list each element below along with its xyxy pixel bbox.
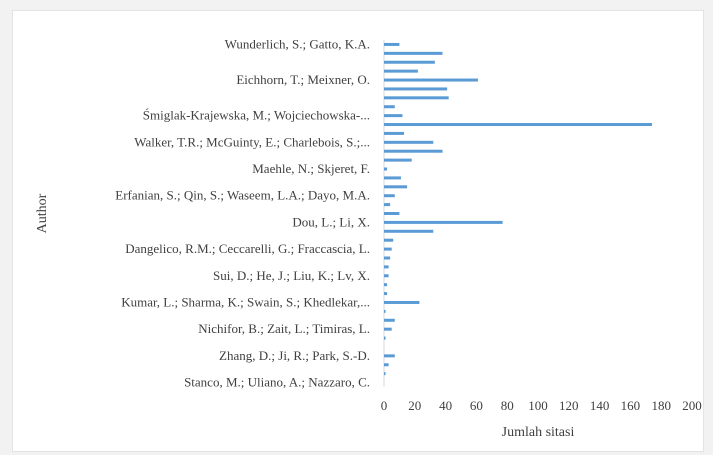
category-label: Walker, T.R.; McGuinty, E.; Charlebois, … xyxy=(134,134,370,149)
bar xyxy=(384,336,386,340)
category-label: Nichifor, B.; Zait, L.; Timiras, L. xyxy=(198,321,370,336)
bar xyxy=(384,300,420,304)
x-tick-label: 160 xyxy=(621,398,641,413)
bar xyxy=(384,238,394,242)
bar xyxy=(384,292,388,296)
x-tick-label: 140 xyxy=(590,398,610,413)
bar xyxy=(384,274,389,278)
x-tick-label: 100 xyxy=(528,398,548,413)
bar xyxy=(384,220,503,224)
bar xyxy=(384,203,391,207)
bar xyxy=(384,309,386,313)
x-tick-label: 200 xyxy=(682,398,702,413)
bar xyxy=(384,60,435,64)
bar xyxy=(384,96,449,100)
x-axis-title: Jumlah sitasi xyxy=(502,425,575,440)
bar xyxy=(384,283,388,287)
category-label: Zhang, D.; Ji, R.; Park, S.-D. xyxy=(219,348,370,363)
bar xyxy=(384,318,395,322)
x-tick-label: 120 xyxy=(559,398,579,413)
bar xyxy=(384,327,392,331)
bar xyxy=(384,69,418,73)
bar xyxy=(384,105,395,109)
category-label: Maehle, N.; Skjeret, F. xyxy=(252,161,370,176)
x-tick-label: 20 xyxy=(408,398,421,413)
bar xyxy=(384,140,434,144)
category-label: Sui, D.; He, J.; Liu, K.; Lv, X. xyxy=(213,268,370,283)
chart-frame xyxy=(12,10,704,452)
category-label: Erfanian, S.; Qin, S.; Waseem, L.A.; Day… xyxy=(115,188,370,203)
bar xyxy=(384,123,652,127)
category-label: Kumar, L.; Sharma, K.; Swain, S.; Khedle… xyxy=(121,294,370,309)
x-tick-label: 0 xyxy=(381,398,388,413)
bar xyxy=(384,167,388,171)
bar xyxy=(384,114,403,118)
bar xyxy=(384,149,443,153)
bar xyxy=(384,42,400,46)
category-label: Dou, L.; Li, X. xyxy=(292,214,370,229)
bar xyxy=(384,212,400,215)
category-label: Eichhorn, T.; Meixner, O. xyxy=(236,72,370,87)
bar xyxy=(384,185,408,189)
bar xyxy=(384,51,443,55)
bar xyxy=(384,256,391,260)
bar xyxy=(384,158,412,162)
x-tick-label: 40 xyxy=(439,398,452,413)
bar xyxy=(384,87,448,91)
category-label: Dangelico, R.M.; Ceccarelli, G.; Fraccas… xyxy=(125,241,370,256)
bar xyxy=(384,265,389,269)
x-tick-label: 60 xyxy=(470,398,483,413)
category-label: Wunderlich, S.; Gatto, K.A. xyxy=(225,36,370,51)
bar xyxy=(384,131,405,135)
bar xyxy=(384,247,392,251)
x-tick-label: 80 xyxy=(501,398,514,413)
bar xyxy=(384,363,389,367)
bar xyxy=(384,194,395,198)
bar xyxy=(384,229,434,233)
bar xyxy=(384,78,478,82)
x-tick-label: 180 xyxy=(651,398,671,413)
bar xyxy=(384,354,395,358)
bar xyxy=(384,372,386,376)
category-label: Śmiglak-Krajewska, M.; Wojciechowska-... xyxy=(143,108,370,123)
bar xyxy=(384,176,401,180)
category-label: Stanco, M.; Uliano, A.; Nazzaro, C. xyxy=(184,375,370,390)
y-axis-title: Author xyxy=(35,193,50,233)
